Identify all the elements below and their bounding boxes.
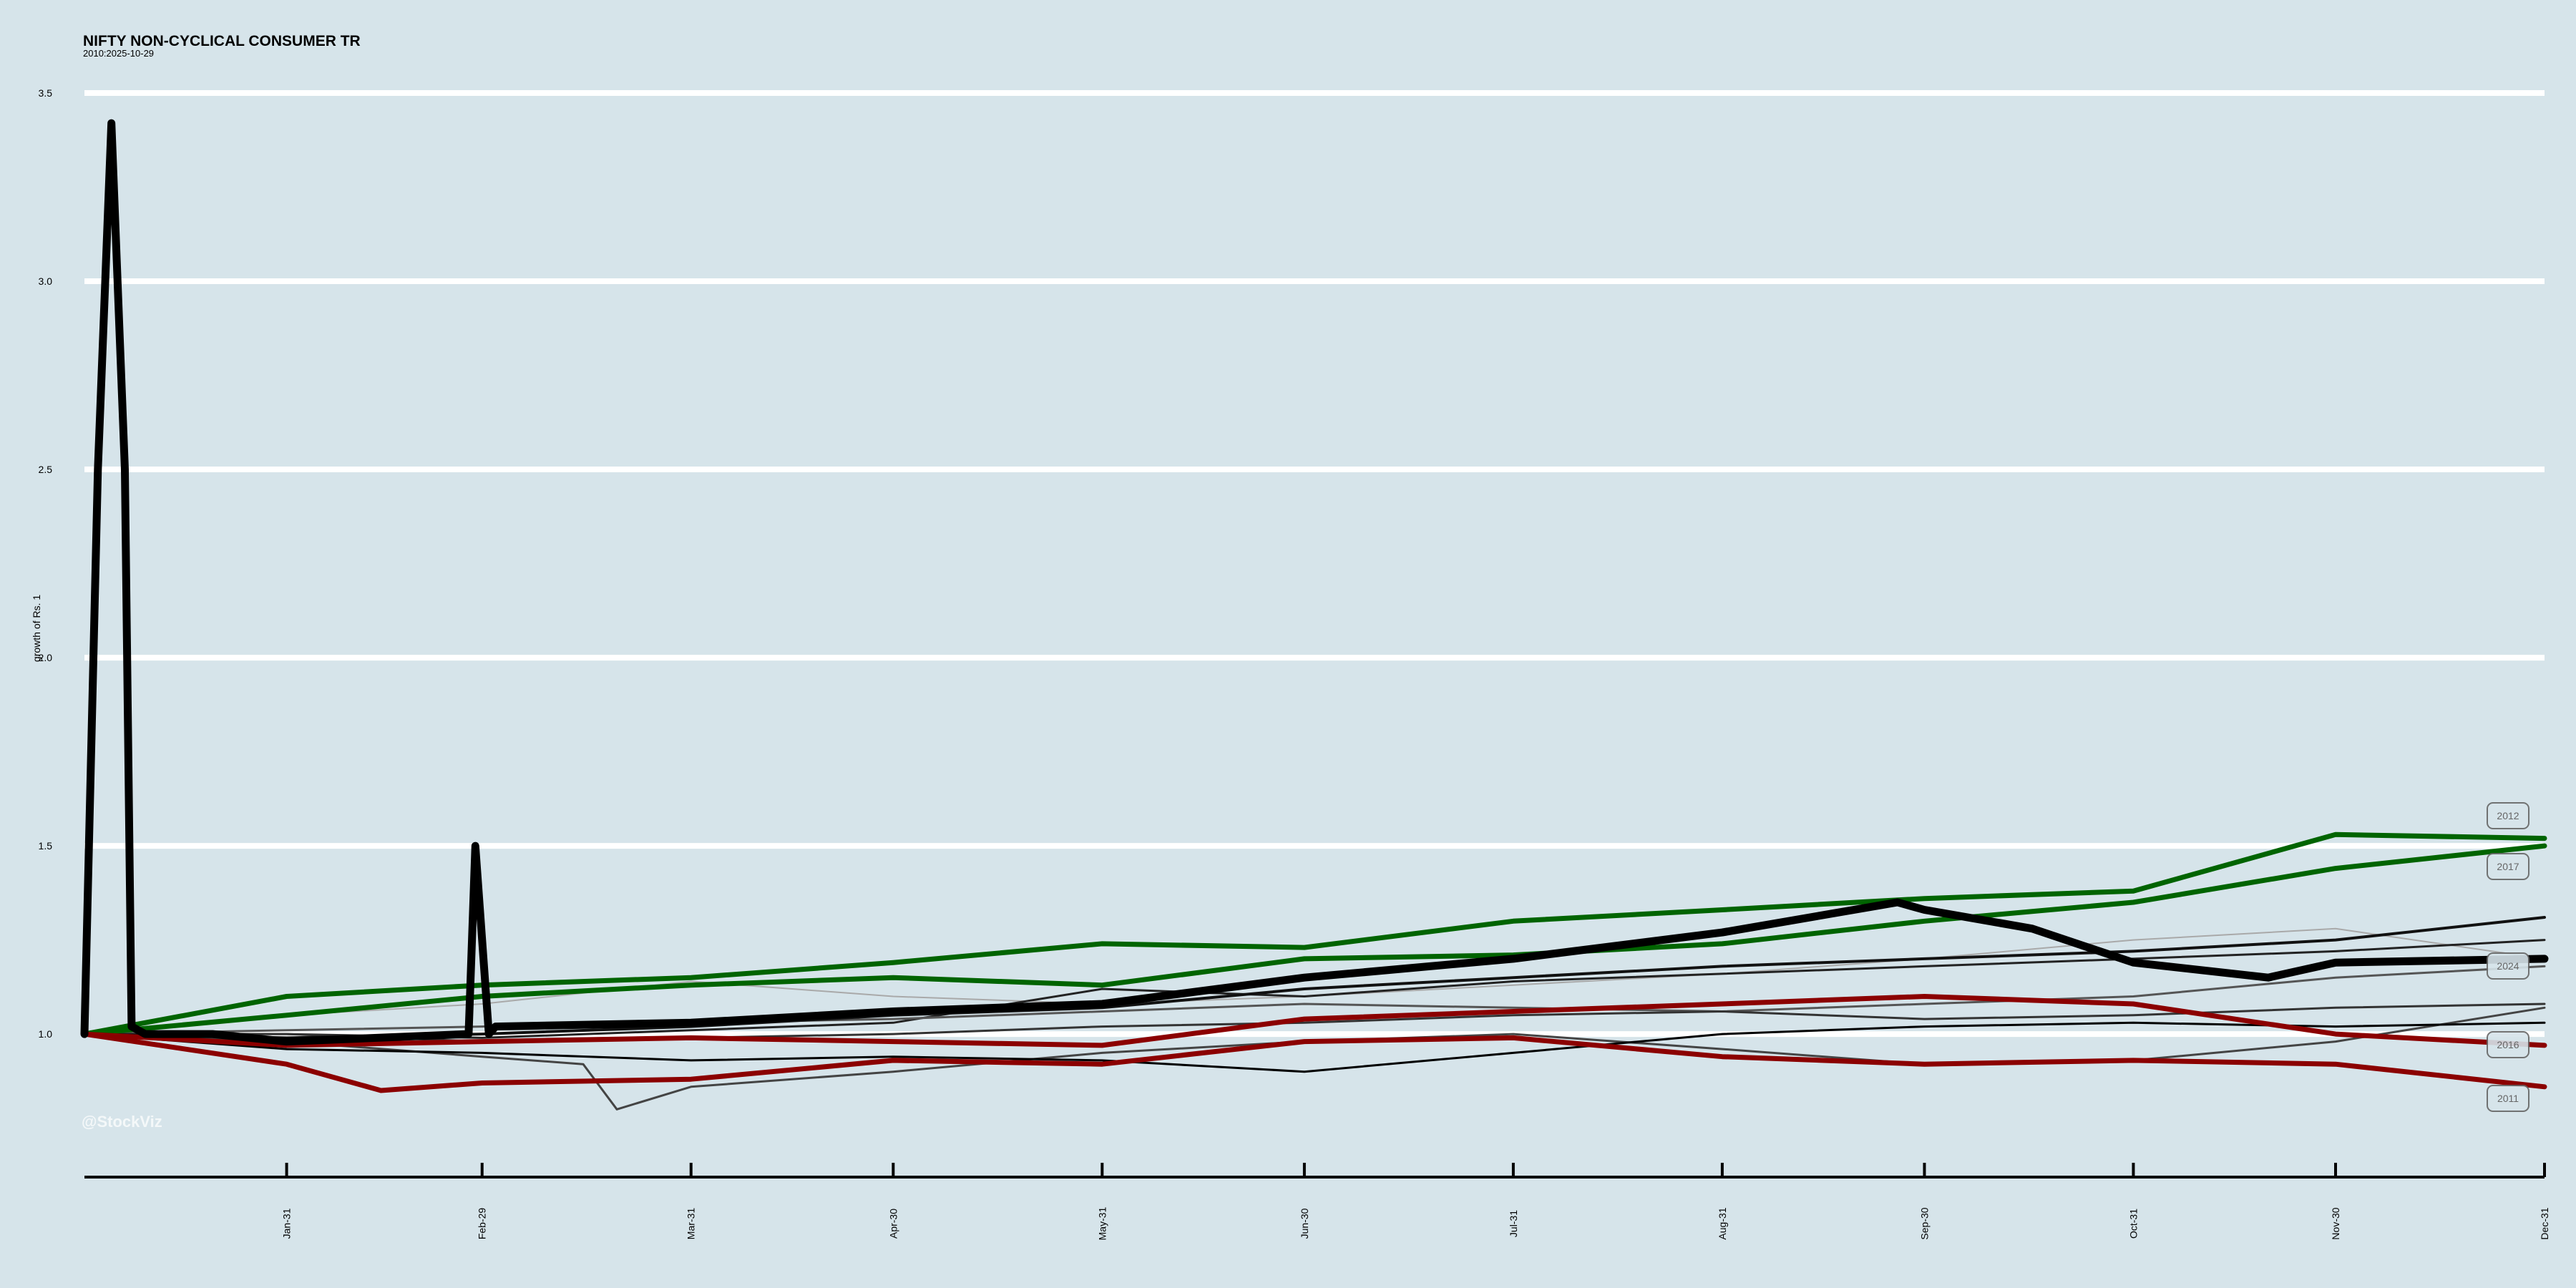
x-tick-label-9: Oct-31	[2127, 1209, 2139, 1239]
series-label-box-11	[2487, 1085, 2529, 1112]
series-label-box-1	[2487, 853, 2529, 880]
series-line-3	[83, 916, 2546, 1040]
series-line-5	[83, 965, 2546, 1035]
x-tick-label-2: Mar-31	[686, 1208, 697, 1240]
x-tick-label-6: Jul-31	[1508, 1210, 1519, 1237]
series-line-10	[82, 994, 2547, 1048]
series-line-2	[80, 119, 2549, 1046]
x-tick-label-11: Dec-31	[2539, 1207, 2550, 1239]
series-line-11	[82, 1031, 2547, 1093]
series-label-9: 2016	[2497, 1039, 2519, 1050]
series-label-box-5	[2487, 952, 2529, 980]
series-label-box-0	[2487, 802, 2529, 829]
y-tick-label-2: 2.0	[39, 652, 53, 663]
y-tick-label-3: 2.5	[39, 464, 53, 475]
watermark: @StockViz	[82, 1113, 162, 1131]
y-tick-label-1: 1.5	[39, 840, 53, 852]
y-tick-label-5: 3.5	[39, 87, 53, 99]
x-tick-label-0: Jan-31	[281, 1208, 293, 1239]
chart-title: NIFTY NON-CYCLICAL CONSUMER TR	[83, 33, 361, 49]
x-tick-label-1: Feb-29	[477, 1208, 488, 1240]
series-label-1: 2017	[2497, 861, 2519, 872]
chart-subtitle: 2010:2025-10-29	[83, 48, 155, 59]
x-tick-label-5: Jun-30	[1299, 1208, 1310, 1239]
x-tick-label-7: Aug-31	[1717, 1207, 1728, 1239]
series-label-11: 2011	[2497, 1093, 2519, 1104]
series-label-0: 2012	[2497, 810, 2519, 821]
y-tick-label-0: 1.0	[39, 1028, 53, 1040]
series-label-5: 2024	[2497, 960, 2519, 972]
x-tick-label-4: May-31	[1096, 1206, 1108, 1240]
x-tick-label-10: Nov-30	[2330, 1207, 2341, 1239]
x-tick-label-8: Sep-30	[1918, 1207, 1930, 1239]
series-label-box-9	[2487, 1031, 2529, 1058]
series-line-9	[83, 1021, 2546, 1073]
series-line-1	[82, 843, 2547, 1037]
x-tick-label-3: Apr-30	[887, 1209, 899, 1239]
y-tick-label-4: 3.0	[39, 275, 53, 287]
